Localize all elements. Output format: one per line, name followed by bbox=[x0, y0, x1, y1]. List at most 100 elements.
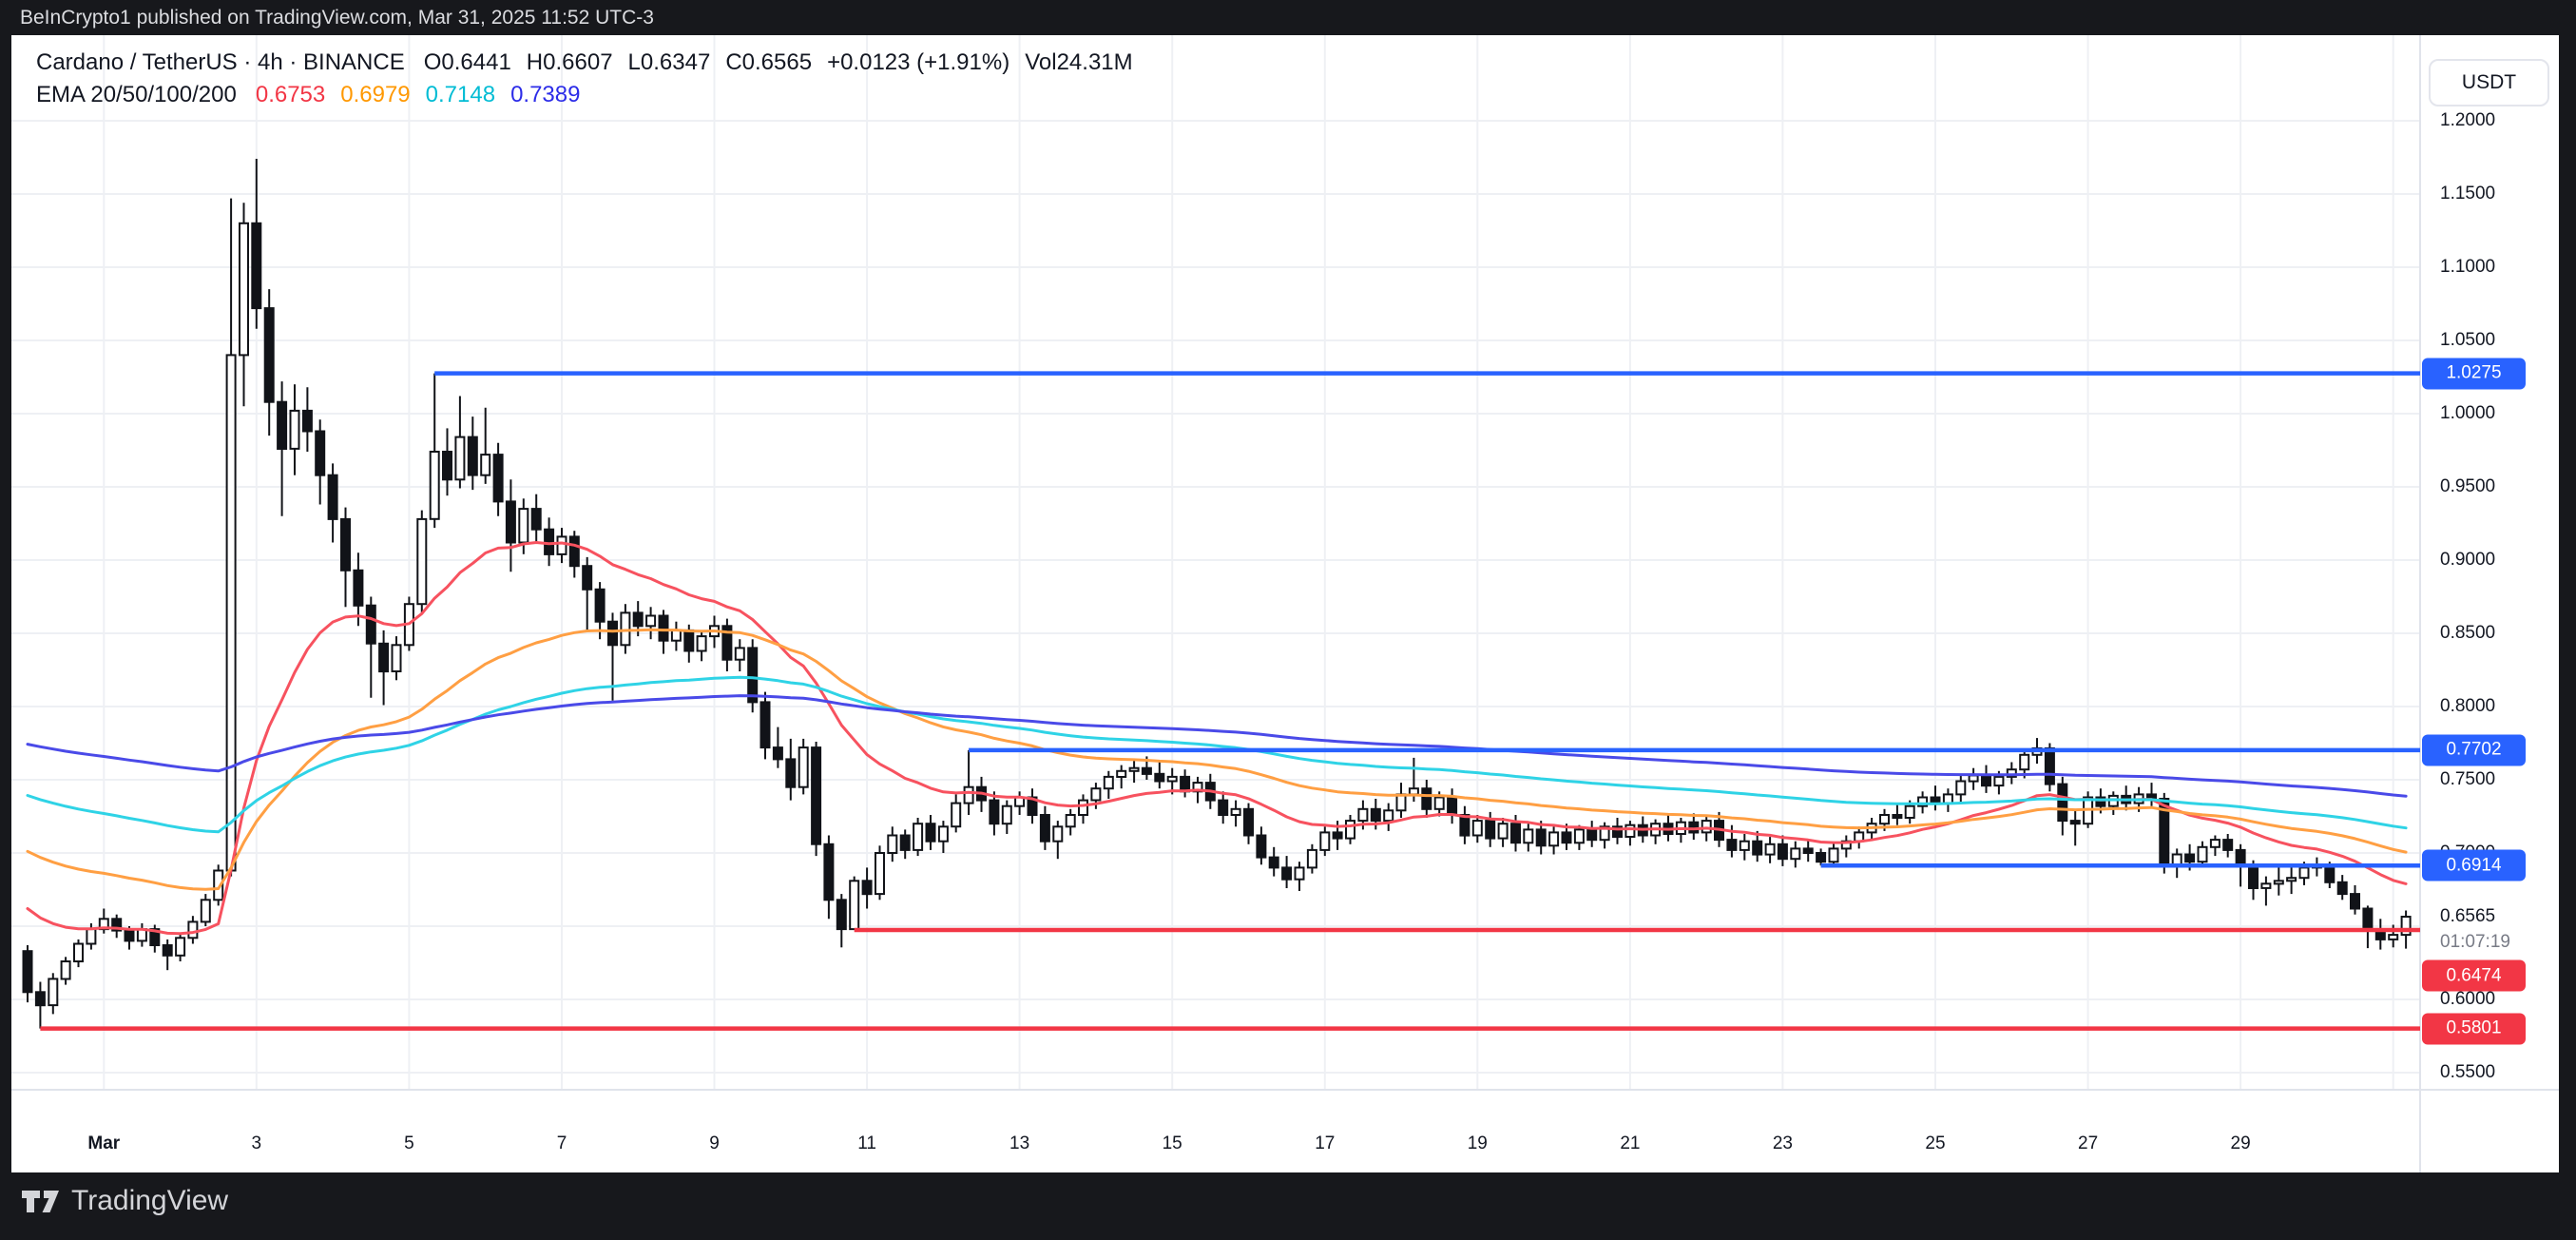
candle-body bbox=[2057, 783, 2068, 823]
candle-body bbox=[1612, 825, 1623, 839]
candle-body bbox=[2019, 753, 2030, 771]
candle-body bbox=[73, 942, 84, 962]
candle-body bbox=[683, 629, 695, 652]
candle-body bbox=[2248, 864, 2259, 890]
candle-body bbox=[175, 937, 186, 957]
candle-body bbox=[670, 629, 682, 642]
candle-body bbox=[989, 799, 1000, 825]
time-tick-label: 7 bbox=[556, 1133, 567, 1153]
candle-body bbox=[340, 517, 351, 572]
candle-body bbox=[1904, 804, 1915, 820]
candle-body bbox=[60, 960, 71, 980]
ema-50-value: 0.6979 bbox=[340, 82, 411, 107]
candle-body bbox=[263, 307, 275, 403]
candle-body bbox=[2388, 934, 2399, 940]
candle-body bbox=[492, 454, 504, 503]
candle-body bbox=[1370, 807, 1381, 823]
ohlc-high: H0.6607 bbox=[526, 49, 613, 75]
candle-body bbox=[1141, 766, 1152, 775]
ema-20-value: 0.6753 bbox=[255, 82, 326, 107]
candle-body bbox=[594, 588, 606, 623]
candle-body bbox=[1510, 823, 1521, 844]
candle-body bbox=[1447, 796, 1458, 816]
candle-body bbox=[187, 920, 199, 940]
candle-body bbox=[1548, 831, 1560, 847]
tradingview-wordmark: TradingView bbox=[71, 1185, 229, 1216]
candle-body bbox=[1395, 793, 1407, 812]
candle-body bbox=[1701, 820, 1712, 834]
candle-body bbox=[34, 991, 46, 1007]
candle-body bbox=[823, 843, 835, 901]
published-bar: BeInCrypto1 published on TradingView.com… bbox=[0, 0, 2576, 35]
candle-body bbox=[1535, 828, 1547, 847]
candle-body bbox=[849, 880, 860, 931]
chart-canvas[interactable] bbox=[11, 35, 2559, 1172]
candle-body bbox=[887, 834, 898, 854]
price-tick-label: 1.1000 bbox=[2440, 257, 2496, 277]
candle-body bbox=[416, 517, 428, 606]
candle-body bbox=[1599, 825, 1610, 842]
time-tick-label: 17 bbox=[1315, 1133, 1336, 1153]
time-tick-label: 11 bbox=[857, 1133, 876, 1153]
candle-body bbox=[1802, 847, 1814, 855]
candle-body bbox=[1383, 809, 1394, 823]
candle-body bbox=[1281, 866, 1293, 881]
candle-body bbox=[734, 647, 745, 661]
candle-body bbox=[1306, 848, 1317, 869]
candle-body bbox=[1065, 814, 1076, 828]
currency-toggle-button[interactable]: USDT bbox=[2429, 59, 2549, 107]
ohlc-open: O0.6441 bbox=[423, 49, 511, 75]
candle-body bbox=[1319, 831, 1331, 851]
level-price-box[interactable]: 0.6474 bbox=[2422, 959, 2526, 992]
level-price-box[interactable]: 1.0275 bbox=[2422, 358, 2526, 390]
candle-body bbox=[2184, 853, 2196, 863]
time-tick-label: Mar bbox=[87, 1133, 121, 1153]
candle-body bbox=[1243, 807, 1254, 837]
candle-body bbox=[353, 569, 364, 607]
candle-body bbox=[1128, 766, 1140, 772]
candle-body bbox=[1497, 823, 1509, 840]
time-tick-label: 27 bbox=[2078, 1133, 2099, 1153]
candle-body bbox=[544, 528, 555, 555]
candle-body bbox=[620, 611, 631, 647]
candle-body bbox=[645, 614, 657, 628]
level-price-box[interactable]: 0.6914 bbox=[2422, 849, 2526, 882]
price-tick-label: 0.5500 bbox=[2440, 1062, 2496, 1082]
tradingview-branding: TradingView bbox=[21, 1185, 228, 1217]
candle-body bbox=[1968, 774, 1979, 783]
ema-100-value: 0.7148 bbox=[425, 82, 496, 107]
candle-body bbox=[315, 430, 326, 476]
candle-body bbox=[1586, 828, 1598, 842]
price-tick-label: 1.2000 bbox=[2440, 110, 2496, 130]
candle-body bbox=[48, 978, 59, 1007]
candle-body bbox=[200, 899, 211, 923]
time-tick-label: 13 bbox=[1009, 1133, 1030, 1153]
candle-body bbox=[2350, 893, 2360, 910]
level-price-box[interactable]: 0.7702 bbox=[2422, 734, 2526, 766]
candle-body bbox=[747, 647, 759, 704]
candle-body bbox=[480, 454, 491, 476]
candle-body bbox=[582, 565, 593, 591]
tradingview-logo-icon bbox=[22, 1190, 59, 1212]
candle-body bbox=[1879, 814, 1890, 825]
price-tick-label: 1.0500 bbox=[2440, 330, 2496, 350]
candle-body bbox=[429, 451, 440, 520]
candle-body bbox=[1955, 780, 1967, 796]
ema-legend-label: EMA 20/50/100/200 bbox=[36, 82, 237, 107]
time-tick-label: 5 bbox=[404, 1133, 414, 1153]
level-price-box[interactable]: 0.5801 bbox=[2422, 1013, 2526, 1045]
ema-legend: EMA 20/50/100/200 0.6753 0.6979 0.7148 0.73… bbox=[36, 82, 595, 108]
candle-body bbox=[2006, 768, 2017, 778]
candle-body bbox=[875, 852, 885, 896]
candle-body bbox=[759, 701, 771, 749]
candle-body bbox=[925, 823, 936, 843]
published-text: BeInCrypto1 published on TradingView.com… bbox=[20, 6, 654, 29]
ema-20-line bbox=[26, 541, 2408, 936]
candle-body bbox=[2273, 880, 2284, 885]
ema-200-line bbox=[26, 694, 2408, 798]
candle-body bbox=[225, 354, 237, 872]
price-tick-label: 0.6000 bbox=[2440, 989, 2496, 1009]
time-tick-label: 15 bbox=[1162, 1133, 1182, 1153]
candle-body bbox=[811, 746, 822, 845]
